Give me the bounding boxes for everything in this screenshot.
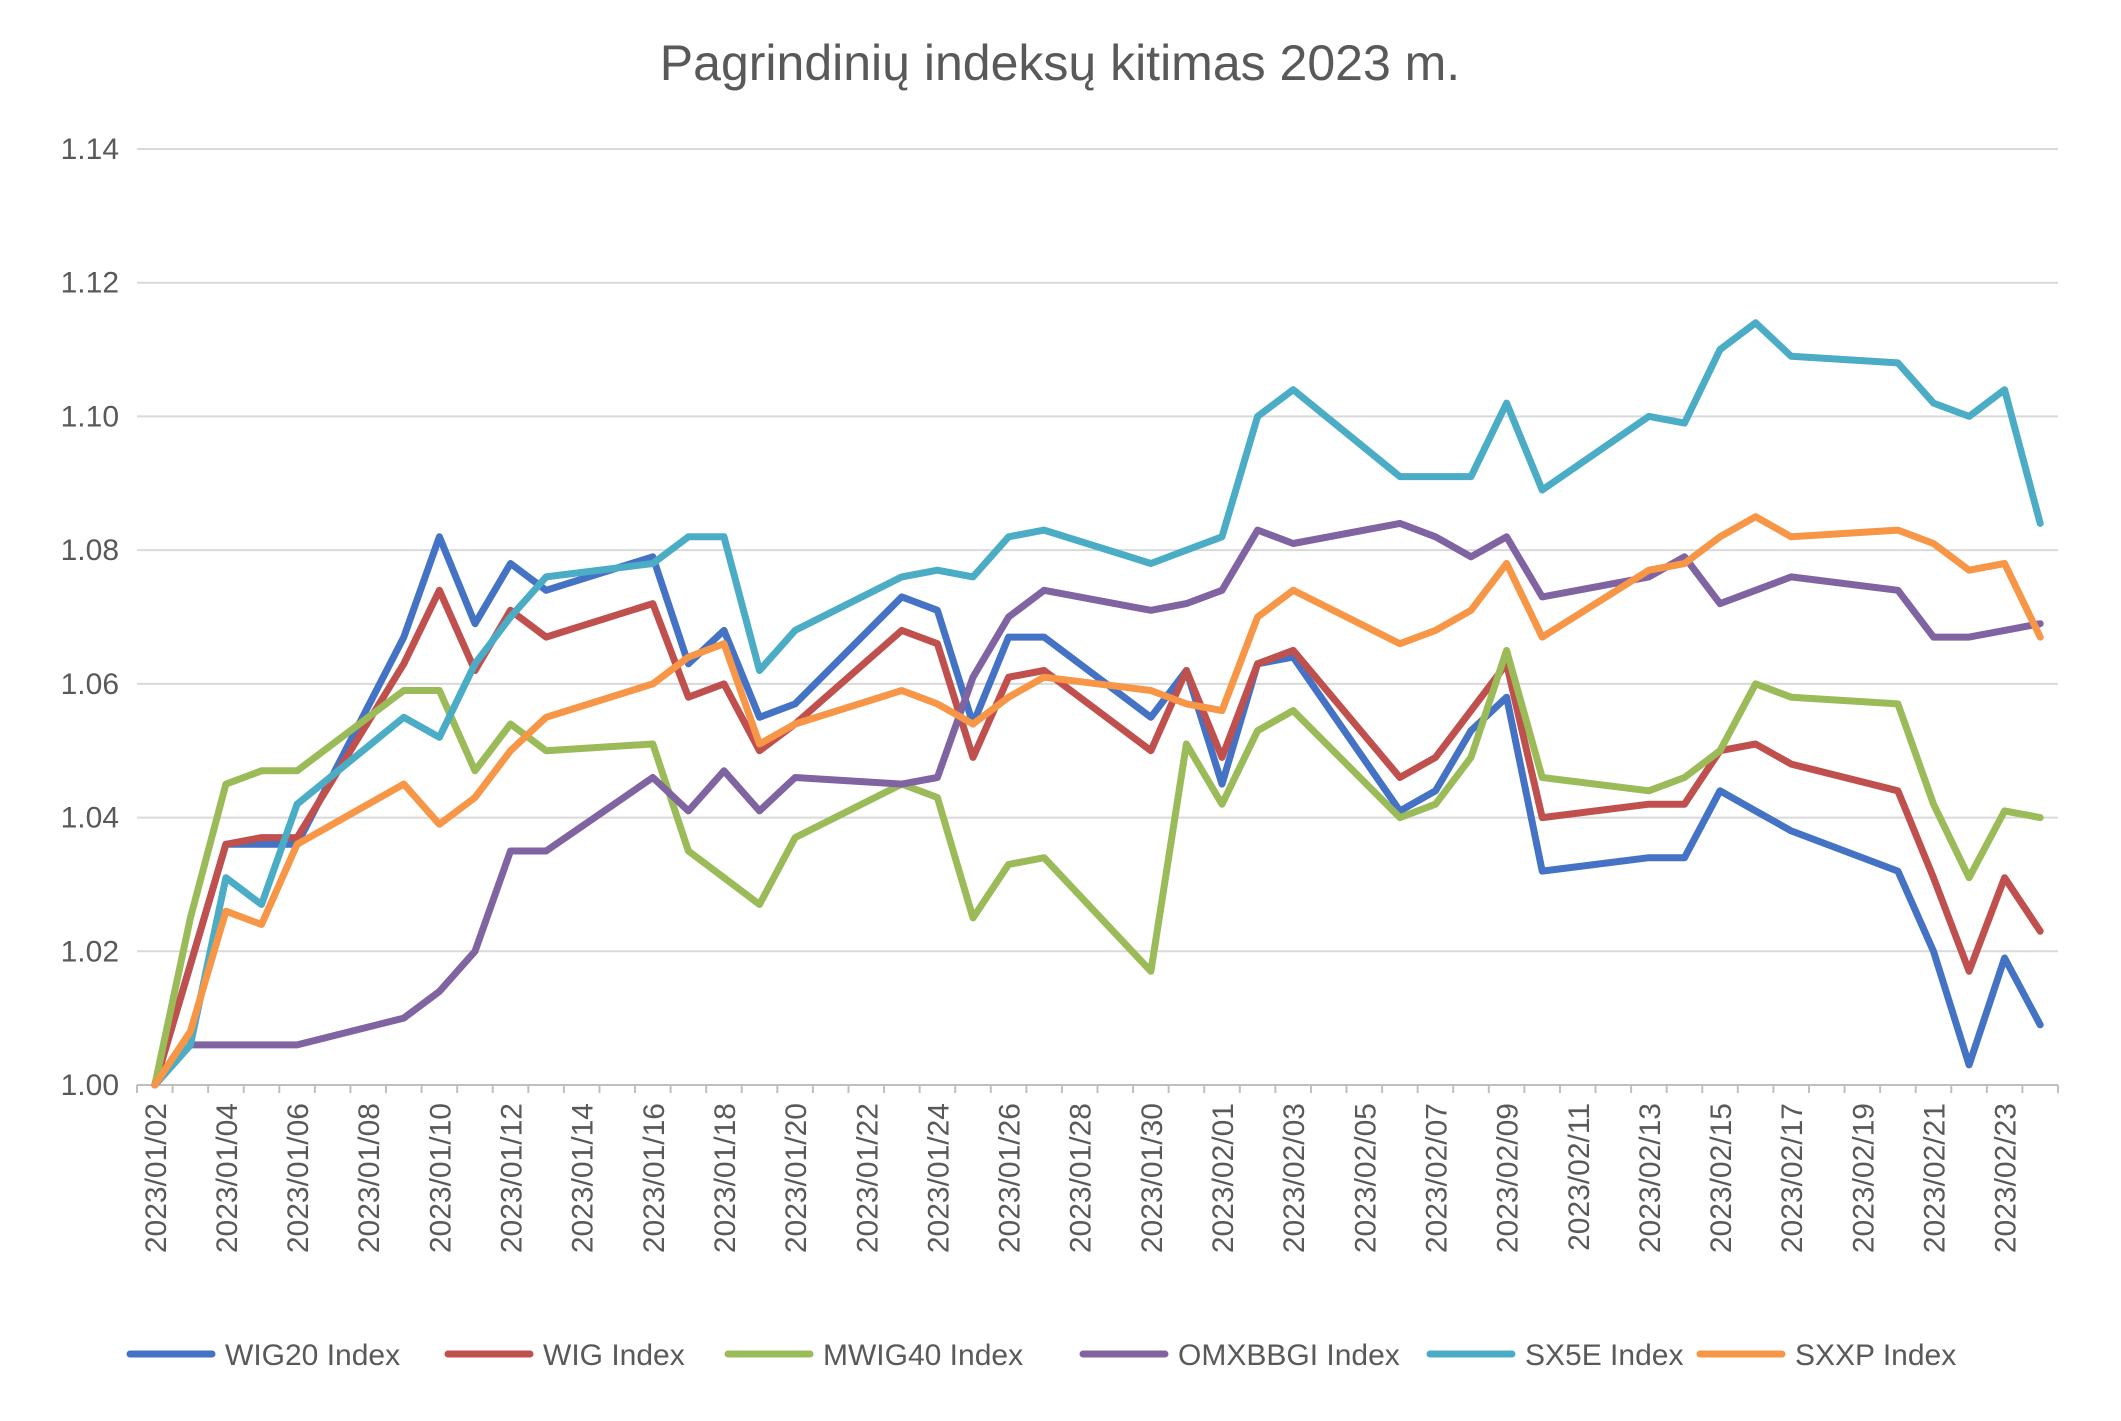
x-tick-label: 2023/02/07 xyxy=(1420,1103,1453,1253)
x-tick-label: 2023/02/03 xyxy=(1278,1103,1311,1253)
y-axis: 1.00 1.02 1.04 1.06 1.08 1.10 1.12 1.14 xyxy=(61,133,119,1102)
legend: WIG20 Index WIG Index MWIG40 Index OMXBBGI … xyxy=(126,1339,1956,1372)
y-tick-label: 1.04 xyxy=(61,802,119,835)
y-tick-label: 1.02 xyxy=(61,935,119,968)
x-tick-label: 2023/01/08 xyxy=(353,1103,386,1253)
series-lines xyxy=(151,319,2044,1089)
legend-label-wig20-index: WIG20 Index xyxy=(225,1339,400,1372)
x-tick-label: 2023/01/10 xyxy=(424,1103,457,1253)
series-line-sx5e-index xyxy=(151,319,2044,1089)
x-tick-label: 2023/02/23 xyxy=(1990,1103,2023,1253)
series-line-omxbbgi-index xyxy=(151,519,2044,1089)
x-tick-label: 2023/02/13 xyxy=(1634,1103,1667,1253)
legend-label-sx5e-index: SX5E Index xyxy=(1525,1339,1683,1372)
y-tick-label: 1.10 xyxy=(61,400,119,433)
x-tick-label: 2023/02/17 xyxy=(1776,1103,1809,1253)
y-tick-label: 1.14 xyxy=(61,133,119,166)
chart-title: Pagrindinių indeksų kitimas 2023 m. xyxy=(660,35,1460,91)
x-tick-label: 2023/01/12 xyxy=(496,1103,529,1253)
legend-label-wig-index: WIG Index xyxy=(543,1339,685,1372)
x-tick-label: 2023/01/04 xyxy=(211,1103,244,1253)
x-tick-label: 2023/01/02 xyxy=(140,1103,173,1253)
legend-label-sxxp-index: SXXP Index xyxy=(1795,1339,1956,1372)
x-tick-label: 2023/01/16 xyxy=(638,1103,671,1253)
x-tick-label: 2023/02/19 xyxy=(1847,1103,1880,1253)
x-tick-label: 2023/01/06 xyxy=(282,1103,315,1253)
series-line-sxxp-index xyxy=(151,513,2044,1089)
x-tick-label: 2023/01/28 xyxy=(1065,1103,1098,1253)
x-tick-label: 2023/02/21 xyxy=(1918,1103,1951,1253)
y-tick-label: 1.06 xyxy=(61,668,119,701)
legend-label-omxbbgi-index: OMXBBGI Index xyxy=(1178,1339,1400,1372)
series-line-mwig40-index xyxy=(151,646,2044,1089)
x-tick-label: 2023/02/05 xyxy=(1349,1103,1382,1253)
x-axis: 2023/01/02 2023/01/04 2023/01/06 2023/01/08… xyxy=(136,1084,2059,1253)
series-line-wig20-index xyxy=(151,533,2044,1089)
y-tick-label: 1.08 xyxy=(61,534,119,567)
x-tick-label: 2023/01/20 xyxy=(780,1103,813,1253)
x-tick-label: 2023/01/24 xyxy=(922,1103,955,1253)
x-tick-label: 2023/01/26 xyxy=(994,1103,1027,1253)
x-tick-label: 2023/01/30 xyxy=(1136,1103,1169,1253)
x-tick-label: 2023/01/22 xyxy=(851,1103,884,1253)
x-tick-label: 2023/02/09 xyxy=(1492,1103,1525,1253)
x-tick-label: 2023/02/01 xyxy=(1207,1103,1240,1253)
x-tick-label: 2023/01/14 xyxy=(567,1103,600,1253)
legend-label-mwig40-index: MWIG40 Index xyxy=(823,1339,1023,1372)
x-tick-label: 2023/02/15 xyxy=(1705,1103,1738,1253)
x-tick-label: 2023/02/11 xyxy=(1563,1103,1596,1251)
y-tick-label: 1.12 xyxy=(61,267,119,300)
x-tick-label: 2023/01/18 xyxy=(709,1103,742,1253)
series-line-wig-index xyxy=(151,586,2044,1089)
y-tick-label: 1.00 xyxy=(61,1069,119,1102)
